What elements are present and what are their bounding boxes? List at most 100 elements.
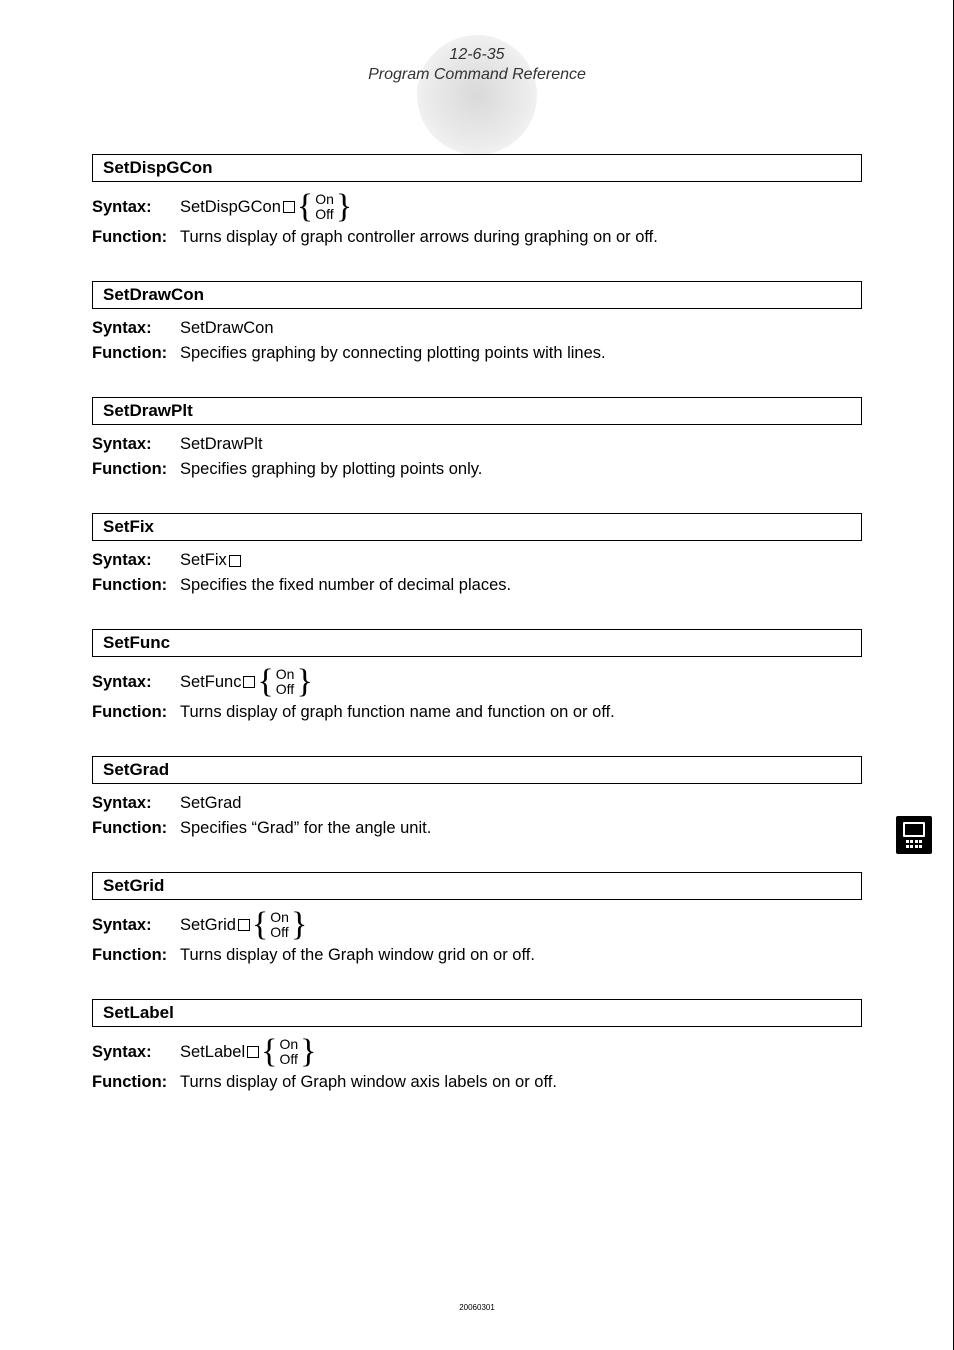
command-name-box: SetDispGCon: [92, 154, 862, 182]
function-label: Function:: [92, 1073, 180, 1092]
command-block: SetFunc Syntax: SetFunc { On Off } Funct…: [92, 629, 862, 722]
command-name-box: SetFix: [92, 513, 862, 541]
function-label: Function:: [92, 946, 180, 965]
syntax-label: Syntax:: [92, 319, 180, 338]
syntax-label: Syntax:: [92, 435, 180, 454]
brace-left: {: [257, 668, 273, 696]
function-label: Function:: [92, 703, 180, 722]
syntax-prefix: SetFix: [180, 551, 227, 570]
syntax-prefix: SetDispGCon: [180, 198, 281, 217]
option-on: On: [276, 667, 295, 682]
command-name-box: SetGrid: [92, 872, 862, 900]
syntax-value: SetDrawPlt: [180, 435, 263, 454]
space-box-glyph: [243, 676, 255, 688]
command-name-box: SetDrawPlt: [92, 397, 862, 425]
syntax-value: SetDrawCon: [180, 319, 274, 338]
command-name-box: SetDrawCon: [92, 281, 862, 309]
function-row: Function: Turns display of Graph window …: [92, 1073, 862, 1092]
command-block: SetDrawPlt Syntax: SetDrawPlt Function: …: [92, 397, 862, 479]
command-name-box: SetLabel: [92, 999, 862, 1027]
command-name: SetGrad: [103, 760, 169, 779]
option-off: Off: [276, 682, 295, 697]
command-block: SetDrawCon Syntax: SetDrawCon Function: …: [92, 281, 862, 363]
function-row: Function: Turns display of the Graph win…: [92, 946, 862, 965]
command-name: SetDrawCon: [103, 285, 204, 304]
page-title: Program Command Reference: [0, 66, 954, 84]
brace-left: {: [261, 1038, 277, 1066]
syntax-value: SetDispGCon { On Off }: [180, 192, 352, 222]
on-off-brace: { On Off }: [261, 1037, 316, 1067]
function-value: Specifies graphing by connecting plottin…: [180, 344, 606, 363]
syntax-row: Syntax: SetDispGCon { On Off }: [92, 192, 862, 222]
content-area: SetDispGCon Syntax: SetDispGCon { On Off…: [0, 84, 954, 1092]
syntax-value: SetGrad: [180, 794, 241, 813]
function-row: Function: Specifies graphing by connecti…: [92, 344, 862, 363]
brace-left: {: [252, 911, 268, 939]
brace-options: On Off: [274, 667, 297, 697]
syntax-row: Syntax: SetFix: [92, 551, 862, 570]
function-value: Turns display of graph function name and…: [180, 703, 615, 722]
option-off: Off: [279, 1052, 298, 1067]
page-number: 12-6-35: [0, 46, 954, 64]
brace-right: }: [296, 668, 312, 696]
command-name: SetFix: [103, 517, 154, 536]
command-block: SetGrid Syntax: SetGrid { On Off } Funct…: [92, 872, 862, 965]
space-box-glyph: [247, 1046, 259, 1058]
syntax-value: SetFix: [180, 551, 243, 570]
command-name: SetLabel: [103, 1003, 174, 1022]
function-row: Function: Turns display of graph control…: [92, 228, 862, 247]
syntax-row: Syntax: SetLabel { On Off }: [92, 1037, 862, 1067]
option-off: Off: [270, 925, 289, 940]
option-on: On: [270, 910, 289, 925]
command-block: SetGrad Syntax: SetGrad Function: Specif…: [92, 756, 862, 838]
function-label: Function:: [92, 344, 180, 363]
command-name-box: SetGrad: [92, 756, 862, 784]
function-label: Function:: [92, 576, 180, 595]
syntax-prefix: SetLabel: [180, 1043, 245, 1062]
syntax-prefix: SetDrawCon: [180, 319, 274, 338]
brace-options: On Off: [277, 1037, 300, 1067]
function-row: Function: Turns display of graph functio…: [92, 703, 862, 722]
function-row: Function: Specifies the fixed number of …: [92, 576, 862, 595]
on-off-brace: { On Off }: [257, 667, 312, 697]
space-box-glyph: [283, 201, 295, 213]
command-block: SetFix Syntax: SetFix Function: Specifie…: [92, 513, 862, 595]
syntax-prefix: SetGrid: [180, 916, 236, 935]
syntax-value: SetGrid { On Off }: [180, 910, 307, 940]
command-name: SetDrawPlt: [103, 401, 193, 420]
brace-right: }: [291, 911, 307, 939]
function-label: Function:: [92, 228, 180, 247]
command-name: SetFunc: [103, 633, 170, 652]
brace-left: {: [297, 193, 313, 221]
command-name: SetDispGCon: [103, 158, 213, 177]
footer-code: 20060301: [459, 1303, 495, 1312]
syntax-value: SetFunc { On Off }: [180, 667, 313, 697]
syntax-label: Syntax:: [92, 198, 180, 217]
option-on: On: [279, 1037, 298, 1052]
function-value: Turns display of Graph window axis label…: [180, 1073, 557, 1092]
function-value: Specifies the fixed number of decimal pl…: [180, 576, 511, 595]
syntax-label: Syntax:: [92, 1043, 180, 1062]
syntax-row: Syntax: SetGrid { On Off }: [92, 910, 862, 940]
function-label: Function:: [92, 819, 180, 838]
syntax-prefix: SetFunc: [180, 673, 241, 692]
option-off: Off: [315, 207, 334, 222]
syntax-prefix: SetDrawPlt: [180, 435, 263, 454]
syntax-prefix: SetGrad: [180, 794, 241, 813]
function-value: Specifies “Grad” for the angle unit.: [180, 819, 431, 838]
function-row: Function: Specifies graphing by plotting…: [92, 460, 862, 479]
function-value: Turns display of the Graph window grid o…: [180, 946, 535, 965]
option-on: On: [315, 192, 334, 207]
brace-right: }: [300, 1038, 316, 1066]
command-name: SetGrid: [103, 876, 164, 895]
function-label: Function:: [92, 460, 180, 479]
syntax-value: SetLabel { On Off }: [180, 1037, 316, 1067]
syntax-label: Syntax:: [92, 916, 180, 935]
syntax-label: Syntax:: [92, 551, 180, 570]
syntax-row: Syntax: SetGrad: [92, 794, 862, 813]
command-block: SetDispGCon Syntax: SetDispGCon { On Off…: [92, 154, 862, 247]
syntax-row: Syntax: SetDrawPlt: [92, 435, 862, 454]
function-value: Turns display of graph controller arrows…: [180, 228, 658, 247]
on-off-brace: { On Off }: [297, 192, 352, 222]
page-header: 12-6-35 Program Command Reference: [0, 0, 954, 84]
